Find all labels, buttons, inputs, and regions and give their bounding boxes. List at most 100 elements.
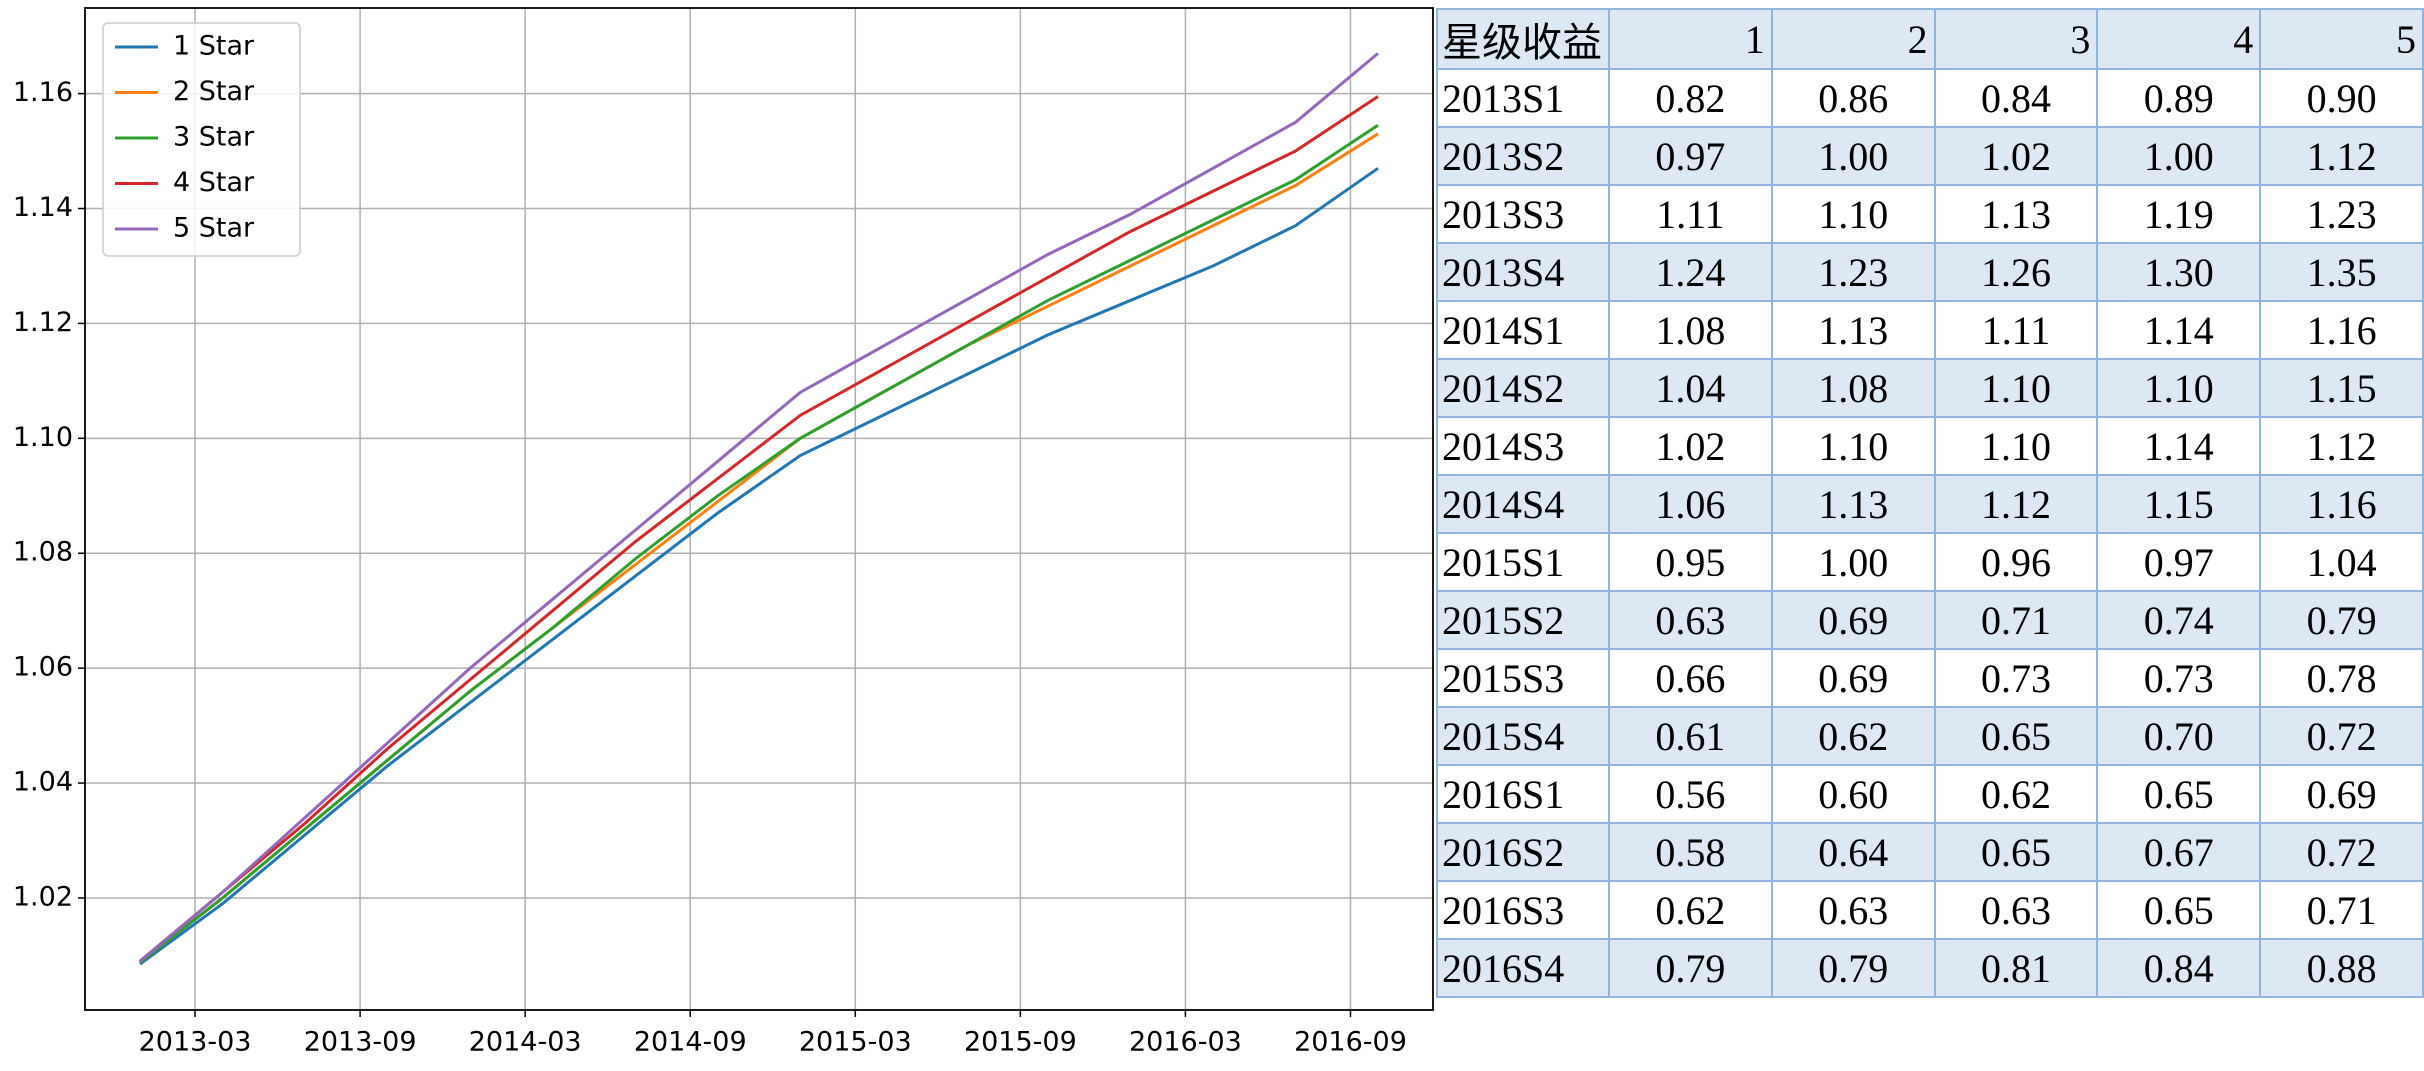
table-cell: 0.56 — [1608, 764, 1773, 824]
x-tick-label: 2014-03 — [469, 1027, 582, 1058]
table-cell: 2016S4 — [1436, 938, 1610, 998]
table-cell: 1.35 — [2259, 242, 2424, 302]
line-series — [139, 132, 1379, 964]
legend: 1 Star 2 Star 3 Star 4 Star 5 Star — [102, 22, 301, 257]
table-row: 2013S4 1.24 1.23 1.26 1.30 1.35 — [1436, 242, 2424, 302]
table-cell: 1.12 — [2259, 416, 2424, 476]
table-cell: 0.84 — [2096, 938, 2262, 998]
y-tick-label: 1.08 — [13, 537, 73, 568]
y-tick-label: 1.16 — [13, 77, 73, 108]
x-tick-label: 2016-09 — [1294, 1027, 1407, 1058]
table-cell: 0.62 — [1608, 880, 1773, 940]
legend-label: 4 Star — [173, 167, 255, 198]
table-cell: 0.64 — [1770, 822, 1936, 882]
table-cell: 0.62 — [1770, 706, 1936, 766]
table-cell: 0.79 — [1770, 938, 1936, 998]
table-cell: 1.06 — [1608, 474, 1773, 534]
table-cell: 2014S4 — [1436, 474, 1610, 534]
legend-frame — [102, 22, 301, 257]
table-cell: 1.10 — [1770, 416, 1936, 476]
table-cell: 2 — [1770, 8, 1936, 70]
table-cell: 0.62 — [1933, 764, 2099, 824]
table-row: 2015S3 0.66 0.69 0.73 0.73 0.78 — [1436, 648, 2424, 708]
table-cell: 1.14 — [2096, 416, 2262, 476]
table-cell: 2014S2 — [1436, 358, 1610, 418]
table-cell: 2014S3 — [1436, 416, 1610, 476]
table-cell: 1.10 — [1933, 416, 2099, 476]
table-cell: 2015S3 — [1436, 648, 1610, 708]
table-cell: 0.65 — [2096, 880, 2262, 940]
legend-label: 1 Star — [173, 31, 255, 62]
table-row: 2015S4 0.61 0.62 0.65 0.70 0.72 — [1436, 706, 2424, 766]
table-cell: 0.63 — [1770, 880, 1936, 940]
table-cell: 0.72 — [2259, 706, 2424, 766]
table-cell: 1.19 — [2096, 184, 2262, 244]
y-tick-label: 1.06 — [13, 652, 73, 683]
table-cell: 1.10 — [2096, 358, 2262, 418]
table-cell: 0.81 — [1933, 938, 2099, 998]
x-tick-label: 2013-03 — [139, 1027, 252, 1058]
table-cell: 1.16 — [2259, 300, 2424, 360]
table-cell: 1.26 — [1933, 242, 2099, 302]
table-cell: 0.69 — [2259, 764, 2424, 824]
table-cell: 1.15 — [2259, 358, 2424, 418]
table-cell: 0.60 — [1770, 764, 1936, 824]
y-tick-label: 1.14 — [13, 192, 73, 223]
table-row: 2016S2 0.58 0.64 0.65 0.67 0.72 — [1436, 822, 2424, 882]
legend-label: 5 Star — [173, 213, 255, 244]
table-cell: 1.13 — [1770, 474, 1936, 534]
table-cell: 1.08 — [1770, 358, 1936, 418]
legend-label: 3 Star — [173, 122, 255, 153]
table-cell: 3 — [1933, 8, 2099, 70]
table-row: 2013S3 1.11 1.10 1.13 1.19 1.23 — [1436, 184, 2424, 244]
x-tick-label: 2015-09 — [964, 1027, 1077, 1058]
table-row: 2013S1 0.82 0.86 0.84 0.89 0.90 — [1436, 68, 2424, 128]
table-cell: 0.61 — [1608, 706, 1773, 766]
table-cell: 1 — [1608, 8, 1773, 70]
y-tick-label: 1.12 — [13, 307, 73, 338]
table-cell: 1.23 — [1770, 242, 1936, 302]
table-row: 2013S2 0.97 1.00 1.02 1.00 1.12 — [1436, 126, 2424, 186]
table-cell: 1.02 — [1933, 126, 2099, 186]
table-row: 2016S3 0.62 0.63 0.63 0.65 0.71 — [1436, 880, 2424, 940]
table-cell: 星级收益 — [1436, 8, 1610, 70]
table-cell: 1.11 — [1608, 184, 1773, 244]
y-tick-label: 1.02 — [13, 881, 73, 912]
x-tick-label: 2015-03 — [799, 1027, 912, 1058]
table-cell: 0.58 — [1608, 822, 1773, 882]
chart: 1.02 1.04 1.06 1.08 1.10 1.12 1.14 1.16 2013-03 2… — [13, 7, 1434, 1058]
line-series — [139, 95, 1379, 963]
table-cell: 0.63 — [1933, 880, 2099, 940]
table-cell: 4 — [2096, 8, 2262, 70]
table-row: 2014S1 1.08 1.13 1.11 1.14 1.16 — [1436, 300, 2424, 360]
y-tick-label: 1.10 — [13, 422, 73, 453]
table-cell: 1.13 — [1770, 300, 1936, 360]
table-row: 2014S3 1.02 1.10 1.10 1.14 1.12 — [1436, 416, 2424, 476]
plot-frame — [84, 7, 1434, 1011]
table-cell: 0.70 — [2096, 706, 2262, 766]
table-cell: 1.24 — [1608, 242, 1773, 302]
table-row: 2014S2 1.04 1.08 1.10 1.10 1.15 — [1436, 358, 2424, 418]
table-cell: 0.67 — [2096, 822, 2262, 882]
table-cell: 0.66 — [1608, 648, 1773, 708]
table-cell: 0.74 — [2096, 590, 2262, 650]
table-cell: 0.97 — [2096, 532, 2262, 592]
table-cell: 2016S3 — [1436, 880, 1610, 940]
table-cell: 2013S3 — [1436, 184, 1610, 244]
table-cell: 0.96 — [1933, 532, 2099, 592]
table-cell: 2016S1 — [1436, 764, 1610, 824]
table-body: 星级收益 1 2 3 4 5 2013S1 0.82 0.86 0.84 0.89 0.90 2013S… — [1436, 8, 2424, 998]
table-cell: 1.04 — [1608, 358, 1773, 418]
table-cell: 0.86 — [1770, 68, 1936, 128]
table-cell: 0.89 — [2096, 68, 2262, 128]
table-cell: 1.11 — [1933, 300, 2099, 360]
table-cell: 1.30 — [2096, 242, 2262, 302]
table-cell: 1.14 — [2096, 300, 2262, 360]
table-cell: 0.78 — [2259, 648, 2424, 708]
x-tick-label: 2013-09 — [304, 1027, 417, 1058]
table-row: 2015S2 0.63 0.69 0.71 0.74 0.79 — [1436, 590, 2424, 650]
table-cell: 1.10 — [1770, 184, 1936, 244]
table-cell: 0.65 — [2096, 764, 2262, 824]
table-row: 星级收益 1 2 3 4 5 — [1436, 8, 2424, 70]
